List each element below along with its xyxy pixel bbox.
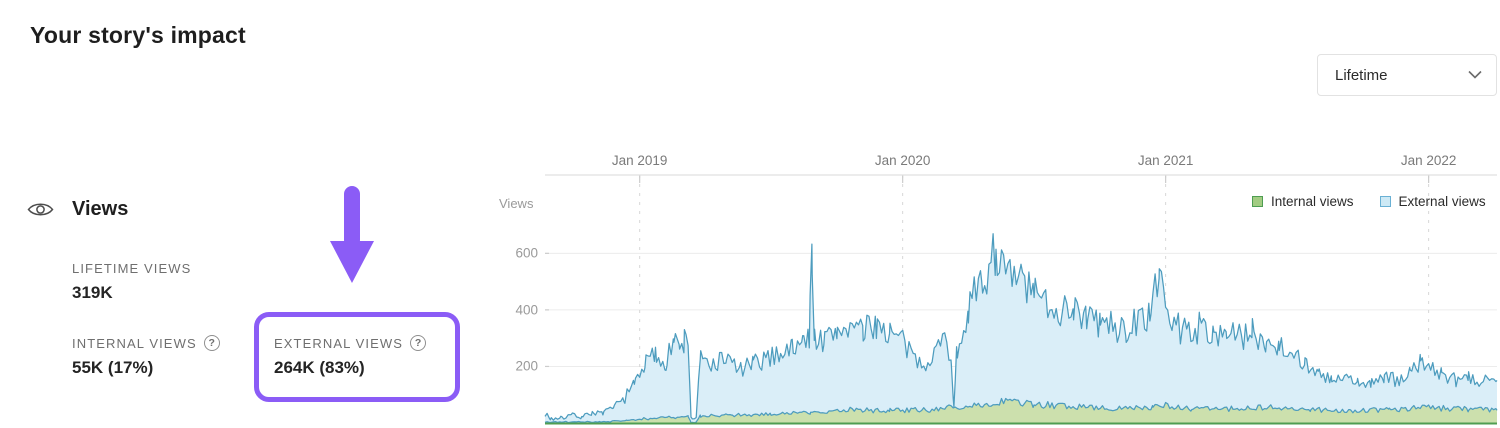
internal-views-value: 55K (17%) — [72, 358, 154, 377]
lifetime-views-stat: LIFETIME VIEWS 319K — [72, 261, 191, 303]
highlight-arrow-icon — [329, 184, 375, 290]
period-dropdown-value: Lifetime — [1335, 66, 1388, 84]
help-icon[interactable]: ? — [203, 335, 220, 351]
y-tick-label: 400 — [515, 302, 538, 318]
lifetime-views-label: LIFETIME VIEWS — [72, 261, 192, 276]
legend-label: External views — [1398, 194, 1486, 209]
x-tick-label: Jan 2020 — [874, 153, 931, 168]
internal-views-stat: INTERNAL VIEWS ? 55K (17%) — [72, 335, 220, 378]
eye-icon — [27, 200, 54, 224]
help-icon[interactable]: ? — [410, 335, 427, 351]
legend-label: Internal views — [1271, 194, 1354, 209]
external-views-stat: EXTERNAL VIEWS ? 264K (83%) — [274, 335, 427, 378]
external-views-label: EXTERNAL VIEWS — [274, 335, 404, 351]
external-views-value: 264K (83%) — [274, 358, 365, 377]
legend-swatch-icon — [1379, 196, 1391, 207]
chart-legend: Internal views External views — [1252, 194, 1486, 209]
y-tick-label: 200 — [515, 358, 538, 374]
legend-item: Internal views — [1252, 194, 1354, 209]
legend-item: External views — [1379, 194, 1486, 209]
x-tick-label: Jan 2022 — [1400, 153, 1457, 168]
chevron-down-icon — [1468, 66, 1482, 84]
internal-views-label: INTERNAL VIEWS — [72, 335, 197, 351]
y-axis-title: Views — [499, 196, 534, 211]
legend-swatch-icon — [1252, 196, 1263, 207]
page-title: Your story's impact — [30, 22, 246, 48]
lifetime-views-value: 319K — [72, 283, 113, 302]
x-tick-label: Jan 2019 — [611, 153, 668, 168]
y-tick-label: 600 — [515, 245, 538, 261]
period-dropdown[interactable]: Lifetime — [1317, 54, 1497, 96]
x-tick-label: Jan 2021 — [1137, 153, 1194, 168]
views-heading: Views — [72, 198, 129, 220]
